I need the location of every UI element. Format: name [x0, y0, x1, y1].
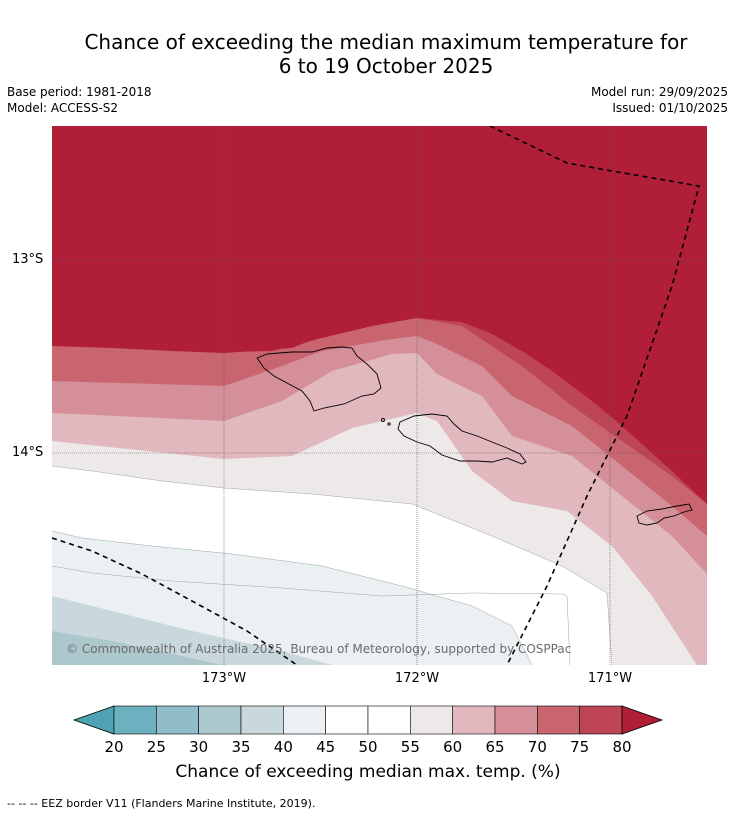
colorbar-tick-label: 50 — [358, 738, 378, 756]
eez-line-southwest — [52, 537, 298, 665]
colorbar-cell — [240, 705, 284, 735]
eez-line-east — [489, 126, 701, 665]
tutuila-island — [636, 503, 693, 526]
colorbar-tick-label: 40 — [273, 738, 293, 756]
colorbar-extend-high — [621, 705, 664, 735]
colorbar-cell — [452, 705, 496, 735]
colorbar-tick-label: 35 — [231, 738, 251, 756]
colorbar-cell — [325, 705, 369, 735]
colorbar-tick-label: 25 — [146, 738, 166, 756]
lon-label-171w: 171°W — [587, 671, 633, 686]
islands — [256, 346, 693, 526]
colorbar-cell — [113, 705, 157, 735]
colorbar-cell — [283, 705, 326, 735]
colorbar-cells — [72, 705, 664, 735]
colorbar-tick-label: 20 — [104, 738, 124, 756]
lon-label-173w: 173°W — [201, 671, 247, 686]
lat-label-13s: 13°S — [12, 252, 44, 267]
islet — [387, 422, 391, 426]
meta-right: Model run: 29/09/2025 Issued: 01/10/2025 — [591, 84, 728, 116]
colorbar-cell — [579, 705, 623, 735]
colorbar-tick-label: 65 — [485, 738, 505, 756]
title-line-1: Chance of exceeding the median maximum t… — [84, 30, 688, 54]
colorbar-tick-label: 60 — [443, 738, 463, 756]
lat-label-14s: 14°S — [12, 445, 44, 460]
colorbar-tick-label: 45 — [316, 738, 336, 756]
upolu-island — [397, 413, 527, 465]
colorbar-cell — [198, 705, 242, 735]
model-run: Model run: 29/09/2025 — [590, 85, 728, 99]
colorbar-cell — [494, 705, 538, 735]
colorbar-tick-label: 55 — [400, 738, 420, 756]
copyright-notice: © Commonwealth of Australia 2025, Bureau… — [66, 642, 572, 656]
title-line-2: 6 to 19 October 2025 — [278, 54, 494, 78]
colorbar-cell — [156, 705, 199, 735]
savaii-island — [256, 346, 382, 412]
band-30-35 — [52, 631, 222, 665]
model-name: Model: ACCESS-S2 — [7, 101, 119, 115]
colorbar-label: Chance of exceeding median max. temp. (%… — [175, 762, 561, 782]
contour-lines — [52, 465, 613, 665]
colorbar-tick-label: 70 — [527, 738, 547, 756]
meta-left: Base period: 1981-2018 Model: ACCESS-S2 — [7, 84, 152, 116]
colorbar-tick-label: 30 — [189, 738, 209, 756]
map-panel — [52, 126, 707, 665]
eez-footnote: -- -- -- EEZ border V11 (Flanders Marine… — [7, 797, 316, 810]
issued-date: Issued: 01/10/2025 — [612, 101, 728, 115]
lon-label-172w: 172°W — [394, 671, 440, 686]
base-period: Base period: 1981-2018 — [7, 85, 152, 99]
colorbar-tick-label: 80 — [612, 738, 632, 756]
colorbar-cell — [537, 705, 580, 735]
eez-borders — [52, 126, 701, 665]
islet — [381, 418, 385, 422]
chart-title: Chance of exceeding the median maximum t… — [0, 30, 736, 78]
colorbar-cell — [367, 705, 411, 735]
colorbar-tick-label: 75 — [570, 738, 590, 756]
colorbar-cell — [410, 705, 453, 735]
band-80-plus-core — [52, 126, 707, 501]
map-svg — [52, 126, 707, 665]
colorbar-extend-low — [72, 705, 115, 735]
